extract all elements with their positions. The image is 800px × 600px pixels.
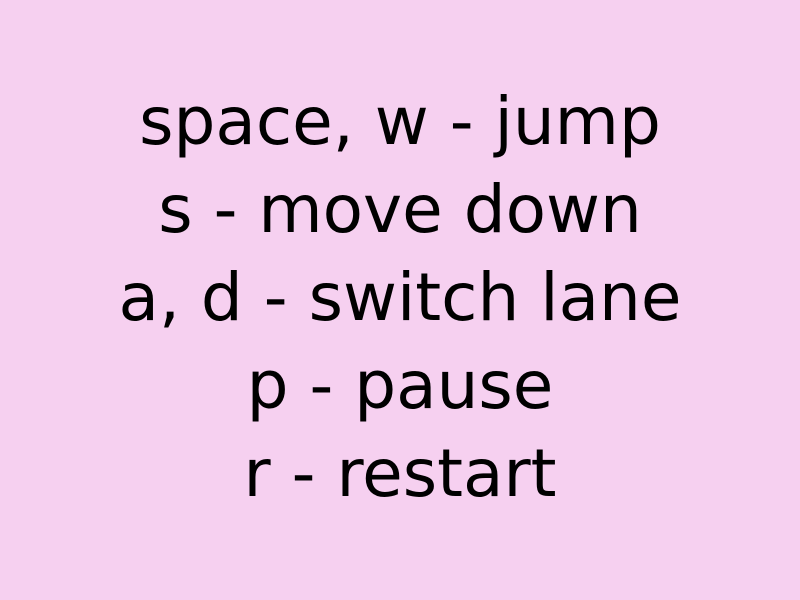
controls-list: space, w - jump s - move down a, d - swi… — [0, 78, 800, 518]
control-move-down-line: s - move down — [158, 171, 642, 248]
control-pause-line: p - pause — [246, 347, 554, 424]
control-switch-lane-line: a, d - switch lane — [118, 259, 682, 336]
control-jump-line: space, w - jump — [139, 83, 661, 160]
control-restart-line: r - restart — [243, 435, 557, 512]
